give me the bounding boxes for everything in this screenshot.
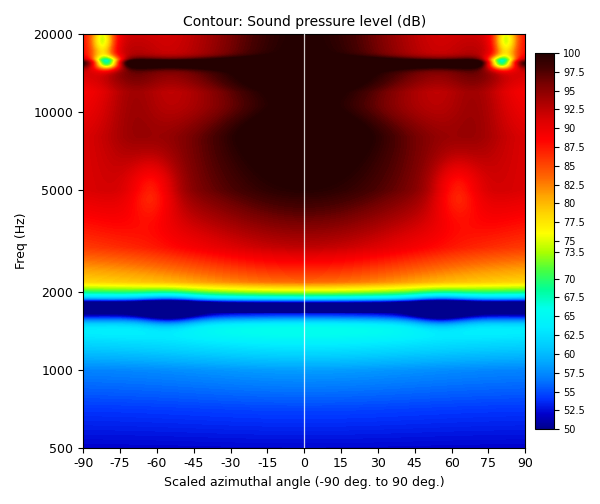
Title: Contour: Sound pressure level (dB): Contour: Sound pressure level (dB) — [182, 15, 426, 29]
X-axis label: Scaled azimuthal angle (-90 deg. to 90 deg.): Scaled azimuthal angle (-90 deg. to 90 d… — [164, 476, 445, 489]
Y-axis label: Freq (Hz): Freq (Hz) — [15, 213, 28, 269]
